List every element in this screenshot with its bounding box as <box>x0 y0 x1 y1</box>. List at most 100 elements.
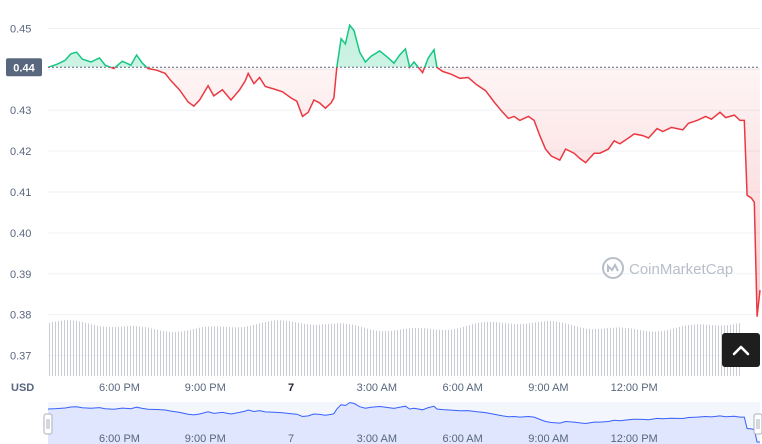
volume-bar <box>484 322 485 376</box>
volume-bar <box>421 328 422 376</box>
volume-bar <box>100 326 101 376</box>
volume-bar <box>355 325 356 376</box>
volume-bar <box>151 328 152 376</box>
volume-bar <box>439 329 440 376</box>
reference-label-box <box>6 58 42 77</box>
volume-bar <box>619 327 620 376</box>
volume-bar <box>445 329 446 376</box>
volume-bar <box>475 323 476 376</box>
volume-bar <box>580 327 581 376</box>
volume-bar <box>235 327 236 376</box>
volume-bar <box>331 323 332 376</box>
volume-bar <box>631 328 632 376</box>
volume-bar <box>358 326 359 376</box>
volume-bar <box>271 320 272 376</box>
volume-bar <box>499 322 500 376</box>
volume-bar <box>466 325 467 376</box>
volume-bar <box>121 326 122 376</box>
volume-bar <box>637 329 638 376</box>
price-lines <box>47 23 761 317</box>
volume-bar <box>568 324 569 376</box>
volume-bar <box>343 323 344 376</box>
volume-bar <box>589 328 590 376</box>
y-tick-label: 0.37 <box>10 351 31 363</box>
volume-bar <box>664 330 665 376</box>
volume-bar <box>328 323 329 376</box>
y-tick-label: 0.39 <box>10 269 31 281</box>
volume-bar <box>625 327 626 376</box>
x-tick-label: 6:00 PM <box>99 382 140 394</box>
volume-bar <box>526 323 527 376</box>
volume-bar <box>451 329 452 376</box>
reference-label: 0.44 <box>6 58 42 77</box>
volume-bar <box>193 328 194 376</box>
volume-bar <box>412 328 413 376</box>
navigator-tick-label: 3:00 AM <box>357 433 397 444</box>
volume-bar <box>517 324 518 376</box>
volume-bar <box>241 327 242 376</box>
volume-bar <box>448 329 449 376</box>
volume-bar <box>79 321 80 376</box>
volume-bar <box>403 329 404 376</box>
y-tick-label: 0.40 <box>10 228 31 240</box>
volume-bar <box>160 330 161 376</box>
volume-bar <box>316 324 317 376</box>
volume-bar <box>346 323 347 376</box>
volume-bar <box>394 330 395 376</box>
volume-bar <box>133 325 134 376</box>
volume-bar <box>166 331 167 376</box>
navigator-tick-label: 6:00 AM <box>442 433 482 444</box>
y-tick-label: 0.38 <box>10 310 31 322</box>
scroll-to-top-button[interactable] <box>722 333 760 367</box>
volume-bar <box>124 326 125 376</box>
volume-bar <box>232 327 233 376</box>
volume-bar <box>304 323 305 376</box>
volume-bar <box>601 328 602 376</box>
volume-bar <box>367 328 368 376</box>
volume-bar <box>391 330 392 376</box>
volume-bar <box>547 321 548 376</box>
volume-bar <box>190 329 191 376</box>
navigator-tick-label: 9:00 AM <box>528 433 568 444</box>
volume-bar <box>538 321 539 376</box>
volume-bar <box>229 327 230 376</box>
volume-bar <box>178 331 179 376</box>
x-tick-label: 6:00 AM <box>442 382 482 394</box>
volume-bar <box>541 321 542 376</box>
navigator-right-handle[interactable] <box>753 413 762 435</box>
volume-bar <box>175 331 176 376</box>
navigator[interactable]: 6:00 PM 9:00 PM 7 3:00 AM 6:00 AM 9:00 AM 12:0… <box>43 402 762 444</box>
volume-bar <box>283 320 284 376</box>
volume-bar <box>385 331 386 376</box>
y-tick-label: 0.41 <box>10 187 31 199</box>
volume-bar <box>436 329 437 376</box>
volume-bar <box>628 328 629 376</box>
volume-bar <box>337 323 338 376</box>
navigator-tick-label: 7 <box>288 433 294 444</box>
volume-bar <box>574 325 575 376</box>
volume-bar <box>301 323 302 376</box>
volume-bar <box>70 320 71 376</box>
volume-bar <box>379 330 380 376</box>
volume-bar <box>646 331 647 376</box>
volume-bar <box>658 331 659 376</box>
volume-bar <box>280 320 281 376</box>
volume-bar <box>697 324 698 376</box>
volume-bar <box>172 331 173 376</box>
volume-bar <box>208 326 209 376</box>
volume-bar <box>106 326 107 376</box>
volume-bar <box>457 328 458 376</box>
volume-bar <box>508 323 509 376</box>
x-axis: 6:00 PM 9:00 PM 7 3:00 AM 6:00 AM 9:00 AM 12:0… <box>99 382 658 394</box>
volume-bar <box>640 330 641 376</box>
volume-bar <box>559 322 560 376</box>
volume-bar <box>217 326 218 376</box>
volume-bar <box>244 326 245 376</box>
watermark-text: CoinMarketCap <box>629 261 733 278</box>
volume-bar <box>529 323 530 376</box>
volume-bar <box>667 330 668 376</box>
volume-bar <box>604 328 605 376</box>
volume-bar <box>454 328 455 376</box>
navigator-left-handle[interactable] <box>43 413 53 435</box>
volume-bar <box>220 326 221 376</box>
